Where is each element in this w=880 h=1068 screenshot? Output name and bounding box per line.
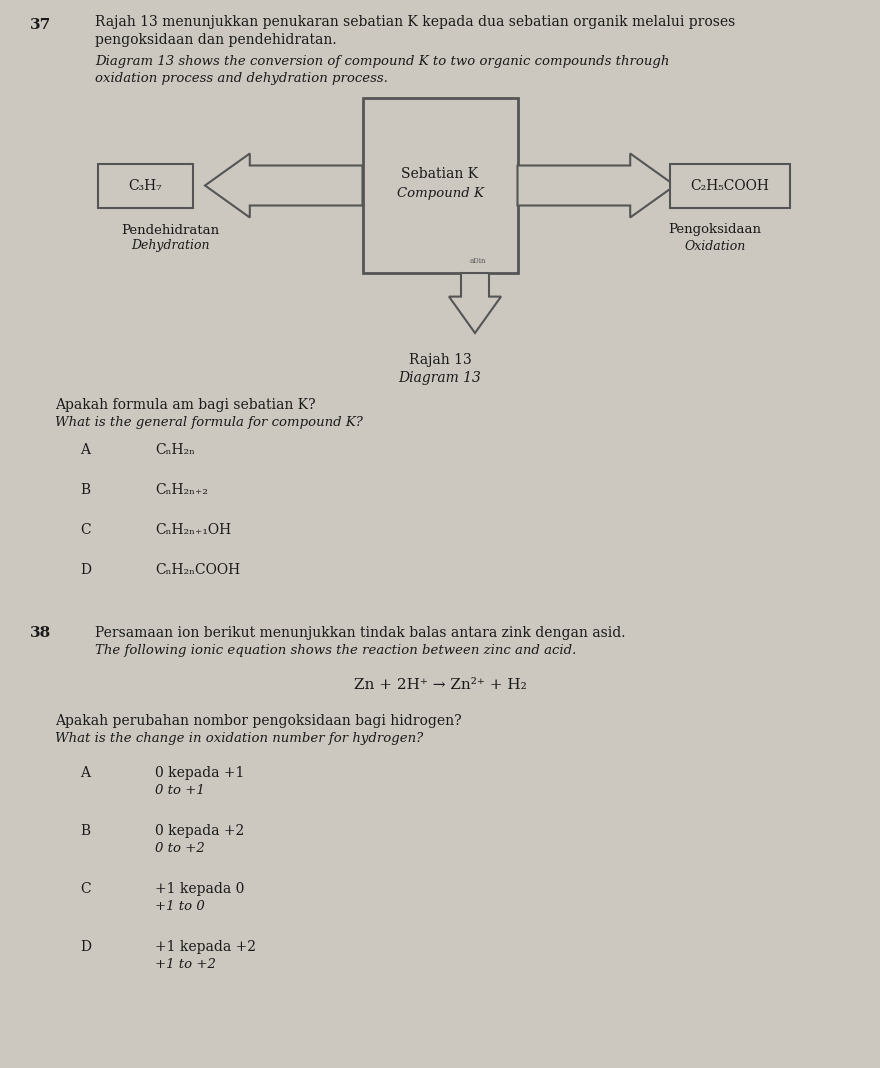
Polygon shape xyxy=(205,154,363,218)
Text: 0 to +2: 0 to +2 xyxy=(155,842,205,855)
Text: Oxidation: Oxidation xyxy=(685,239,745,252)
Text: Dehydration: Dehydration xyxy=(131,239,209,252)
Text: +1 to +2: +1 to +2 xyxy=(155,958,216,971)
Text: pengoksidaan dan pendehidratan.: pengoksidaan dan pendehidratan. xyxy=(95,33,337,47)
Text: What is the general formula for compound K?: What is the general formula for compound… xyxy=(55,417,363,429)
Text: A: A xyxy=(80,443,90,457)
Text: Zn + 2H⁺ → Zn²⁺ + H₂: Zn + 2H⁺ → Zn²⁺ + H₂ xyxy=(354,678,526,692)
Text: aDin: aDin xyxy=(470,257,487,265)
Text: C: C xyxy=(80,523,91,537)
Text: A: A xyxy=(80,766,90,780)
Polygon shape xyxy=(449,273,501,333)
Text: Rajah 13: Rajah 13 xyxy=(408,354,472,367)
Text: What is the change in oxidation number for hydrogen?: What is the change in oxidation number f… xyxy=(55,732,423,745)
Text: 0 kepada +1: 0 kepada +1 xyxy=(155,766,245,780)
Text: D: D xyxy=(80,563,91,577)
Text: 37: 37 xyxy=(30,18,51,32)
Text: C₂H₅COOH: C₂H₅COOH xyxy=(691,178,769,192)
Text: CₙH₂ₙ: CₙH₂ₙ xyxy=(155,443,195,457)
Text: 38: 38 xyxy=(30,626,51,640)
Polygon shape xyxy=(517,154,675,218)
Text: 0 to +1: 0 to +1 xyxy=(155,784,205,797)
Text: Pendehidratan: Pendehidratan xyxy=(121,223,219,236)
Text: Diagram 13 shows the conversion of compound K to two organic compounds through: Diagram 13 shows the conversion of compo… xyxy=(95,54,670,68)
Text: B: B xyxy=(80,824,90,838)
Text: Sebatian K: Sebatian K xyxy=(401,167,479,180)
Text: CₙH₂ₙCOOH: CₙH₂ₙCOOH xyxy=(155,563,240,577)
Text: +1 kepada 0: +1 kepada 0 xyxy=(155,882,245,896)
Text: +1 kepada +2: +1 kepada +2 xyxy=(155,940,256,954)
Text: Apakah perubahan nombor pengoksidaan bagi hidrogen?: Apakah perubahan nombor pengoksidaan bag… xyxy=(55,714,462,728)
Text: Diagram 13: Diagram 13 xyxy=(399,371,481,384)
Text: B: B xyxy=(80,483,90,497)
Bar xyxy=(670,163,790,207)
Text: 0 kepada +2: 0 kepada +2 xyxy=(155,824,245,838)
Text: C₃H₇: C₃H₇ xyxy=(128,178,162,192)
Text: +1 to 0: +1 to 0 xyxy=(155,900,205,913)
Text: C: C xyxy=(80,882,91,896)
Text: Compound K: Compound K xyxy=(397,187,483,200)
Text: Rajah 13 menunjukkan penukaran sebatian K kepada dua sebatian organik melalui pr: Rajah 13 menunjukkan penukaran sebatian … xyxy=(95,15,736,29)
Text: D: D xyxy=(80,940,91,954)
Text: Persamaan ion berikut menunjukkan tindak balas antara zink dengan asid.: Persamaan ion berikut menunjukkan tindak… xyxy=(95,626,626,640)
Text: Pengoksidaan: Pengoksidaan xyxy=(669,223,761,236)
Bar xyxy=(98,163,193,207)
Text: Apakah formula am bagi sebatian K?: Apakah formula am bagi sebatian K? xyxy=(55,398,316,412)
Text: CₙH₂ₙ₊₂: CₙH₂ₙ₊₂ xyxy=(155,483,208,497)
Bar xyxy=(363,98,517,273)
Text: CₙH₂ₙ₊₁OH: CₙH₂ₙ₊₁OH xyxy=(155,523,231,537)
Text: oxidation process and dehydration process.: oxidation process and dehydration proces… xyxy=(95,72,388,85)
Text: The following ionic equation shows the reaction between zinc and acid.: The following ionic equation shows the r… xyxy=(95,644,576,657)
